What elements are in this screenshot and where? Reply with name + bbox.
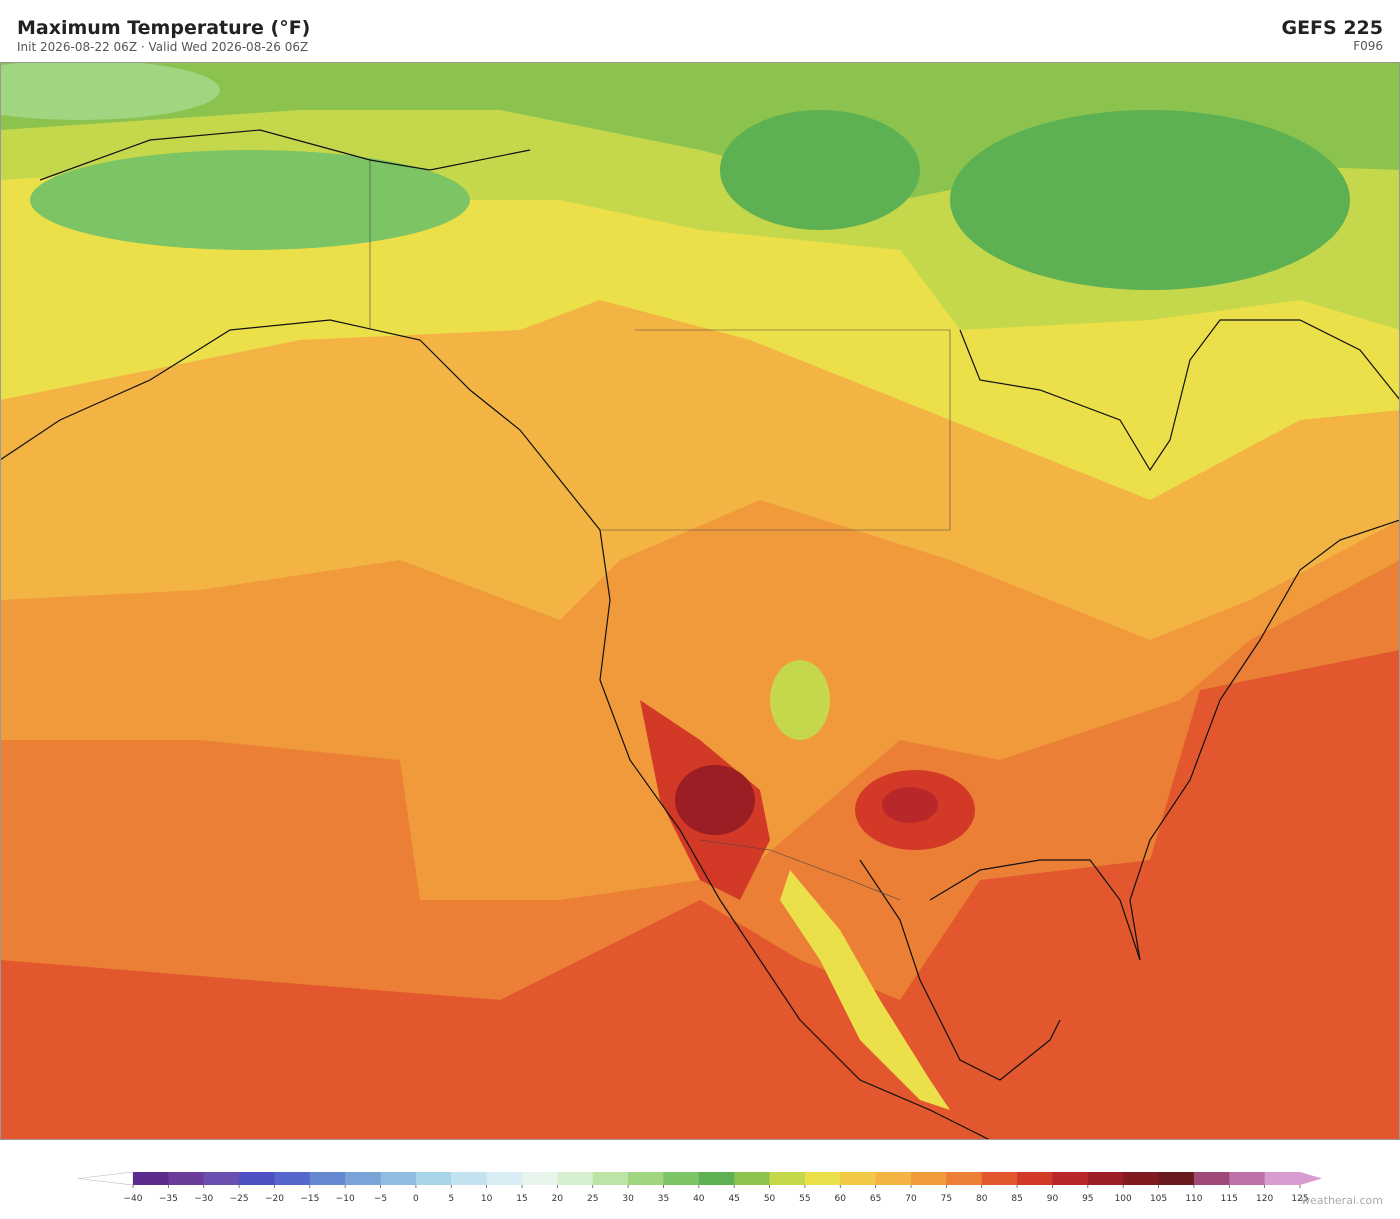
colorbar-tick-label: 110 <box>1185 1194 1202 1204</box>
colorbar-tick-label: 0 <box>413 1194 419 1204</box>
colorbar-bin <box>1087 1172 1124 1185</box>
colorbar-bin <box>769 1172 806 1185</box>
colorbar-bin <box>1193 1172 1230 1185</box>
colorbar-tick-label: 70 <box>905 1194 917 1204</box>
colorbar-tick-label: 75 <box>941 1194 952 1204</box>
colorbar-bin <box>911 1172 947 1185</box>
colorbar-tick-label: 45 <box>728 1194 739 1204</box>
field-alaska <box>30 150 470 250</box>
colorbar-bin <box>168 1172 205 1185</box>
colorbar-tick-label: 10 <box>481 1194 493 1204</box>
colorbar-tick-label: 20 <box>552 1194 564 1204</box>
colorbar: −40 −35 −30 −25 −20 −15 −10 −5 0 5 10 15 20 25 30 35 40 4… <box>77 1171 1322 1204</box>
colorbar-tick-label: −25 <box>230 1194 249 1204</box>
field-mexico-plateau <box>780 870 950 1110</box>
coastline <box>0 129 1400 1140</box>
colorbar-bin <box>840 1172 877 1185</box>
colorbar-bin <box>203 1172 240 1185</box>
colorbar-bin <box>1052 1172 1089 1185</box>
colorbar-bin <box>486 1172 523 1185</box>
colorbar-bin <box>946 1172 983 1185</box>
colorbar-tick-label: 55 <box>799 1194 810 1204</box>
colorbar-tick-label: 95 <box>1082 1194 1093 1204</box>
forecast-hour: F096 <box>1353 39 1383 53</box>
colorbar-bin <box>592 1172 629 1185</box>
colorbar-over <box>1300 1172 1322 1185</box>
colorbar-bin <box>628 1172 664 1185</box>
colorbar-tick-label: 125 <box>1291 1194 1308 1204</box>
colorbar-tick-label: −30 <box>194 1194 213 1204</box>
colorbar-bin <box>133 1172 169 1185</box>
colorbar-bin <box>309 1172 346 1185</box>
colorbar-bin <box>557 1172 594 1185</box>
colorbar-tick-label: 25 <box>587 1194 598 1204</box>
colorbar-tick-label: 115 <box>1221 1194 1238 1204</box>
colorbar-bin <box>1229 1172 1266 1185</box>
colorbar-bin <box>415 1172 452 1185</box>
colorbar-tick-label: −20 <box>265 1194 284 1204</box>
colorbar-tick-label: −5 <box>374 1194 387 1204</box>
field-hot-core <box>675 765 755 835</box>
colorbar-tick-label: 100 <box>1115 1194 1132 1204</box>
colorbar-bin <box>734 1172 771 1185</box>
colorbar-tick-label: −35 <box>159 1194 178 1204</box>
colorbar-tick-label: 90 <box>1047 1194 1059 1204</box>
watermark: weatherai.com <box>1301 1194 1383 1207</box>
colorbar-tick-label: 120 <box>1256 1194 1273 1204</box>
title: Maximum Temperature (°F) <box>17 17 310 39</box>
colorbar-bin <box>522 1172 558 1185</box>
colorbar-tick-label: −40 <box>124 1194 143 1204</box>
subtitle: Init 2026-08-22 06Z · Valid Wed 2026-08-… <box>17 40 308 54</box>
colorbar-tick-label: 15 <box>516 1194 527 1204</box>
colorbar-bin <box>345 1172 382 1185</box>
colorbar-tick-label: 30 <box>622 1194 634 1204</box>
colorbar-tick-label: 5 <box>448 1194 454 1204</box>
field-rockies <box>770 660 830 740</box>
colorbar-tick-label: 40 <box>693 1194 705 1204</box>
colorbar-bin <box>1158 1172 1195 1185</box>
colorbar-tick-label: −15 <box>300 1194 319 1204</box>
colorbar-bin <box>804 1172 841 1185</box>
colorbar-bin <box>239 1172 275 1185</box>
colorbar-tick-label: 85 <box>1011 1194 1022 1204</box>
field-arctic <box>720 110 920 230</box>
colorbar-bin <box>1123 1172 1160 1185</box>
colorbar-tick-label: 65 <box>870 1194 881 1204</box>
colorbar-tick-label: −10 <box>336 1194 355 1204</box>
map <box>0 62 1400 1140</box>
field-hot-texas-core <box>882 787 938 823</box>
field-arctic <box>950 110 1350 290</box>
model: GEFS 225 <box>1281 17 1383 39</box>
colorbar-tick-label: 105 <box>1150 1194 1167 1204</box>
colorbar-tick-label: 60 <box>835 1194 847 1204</box>
colorbar-tick-label: 50 <box>764 1194 776 1204</box>
field-bering <box>0 62 220 120</box>
colorbar-bin <box>1017 1172 1053 1185</box>
colorbar-bin <box>875 1172 912 1185</box>
colorbar-bin <box>981 1172 1018 1185</box>
colorbar-tick-label: 35 <box>658 1194 669 1204</box>
colorbar-bin <box>274 1172 311 1185</box>
colorbar-bin <box>663 1172 700 1185</box>
borders <box>369 160 951 901</box>
colorbar-under <box>77 1171 134 1186</box>
colorbar-bin <box>698 1172 735 1185</box>
colorbar-bin <box>451 1172 488 1185</box>
colorbar-bin <box>380 1172 417 1185</box>
colorbar-tick-label: 80 <box>976 1194 988 1204</box>
colorbar-bin <box>1264 1172 1301 1185</box>
